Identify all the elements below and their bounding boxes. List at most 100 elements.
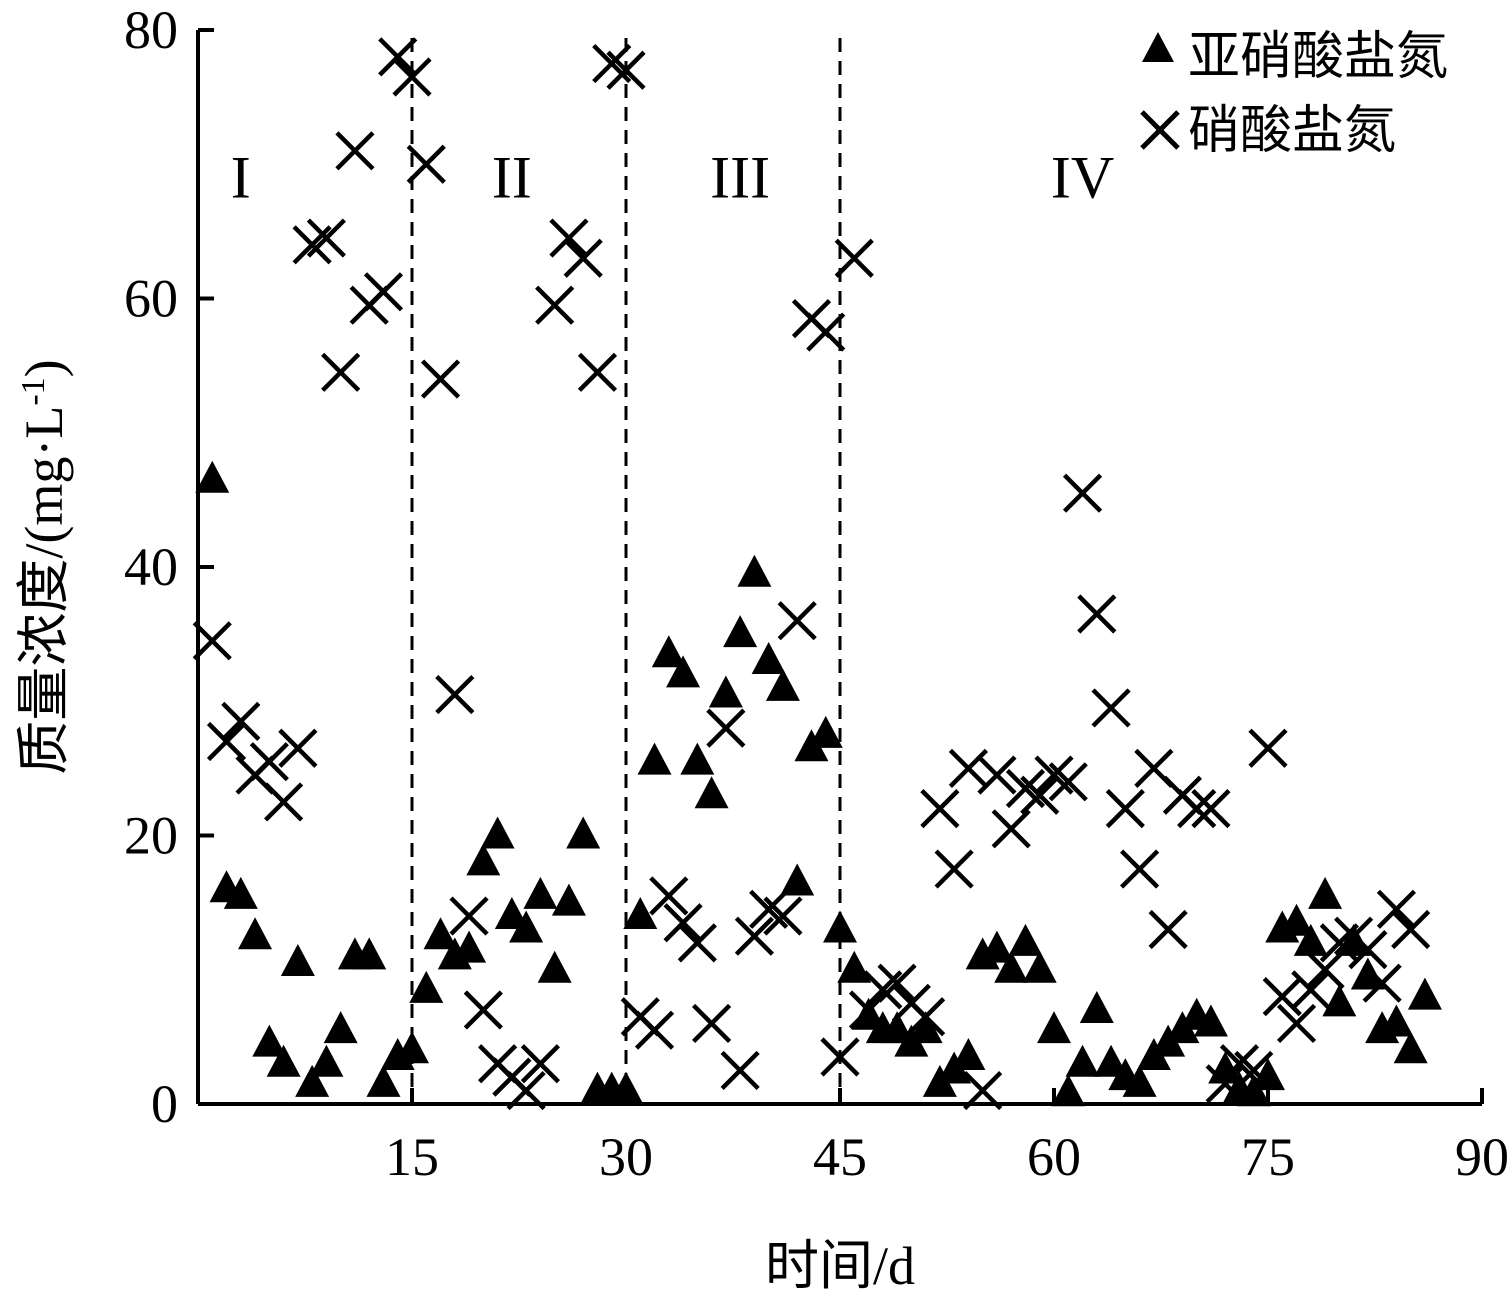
nitrate-point-stroke — [264, 782, 304, 822]
nitrite-point — [1322, 984, 1357, 1017]
nitrate-point-stroke — [1020, 775, 1060, 815]
nitrite-point — [765, 668, 800, 701]
legend: 亚硝酸盐氮 硝酸盐氮 — [1140, 29, 1448, 160]
y-axis-label: 质量浓度/(mg·L-1) — [14, 359, 74, 774]
nitrate-point — [563, 238, 603, 278]
y-axis-label-unit-exponent: -1 — [15, 377, 52, 405]
nitrate-point-stroke — [934, 849, 974, 889]
nitrate-point-stroke — [906, 997, 946, 1037]
nitrate-point — [292, 225, 332, 265]
nitrite-point — [523, 876, 558, 909]
phase-boundaries — [410, 38, 842, 1104]
nitrite-point — [537, 950, 572, 983]
nitrate-point-stroke — [734, 916, 774, 956]
nitrite-point — [295, 1064, 330, 1097]
nitrite-point — [238, 917, 273, 950]
nitrate-point-stroke — [392, 57, 432, 97]
nitrite-point — [680, 742, 715, 775]
x-axis-label: 时间/d — [765, 1236, 915, 1296]
nitrate-point-stroke — [378, 37, 418, 77]
nitrate-point — [706, 708, 746, 748]
nitrate-point-stroke — [706, 708, 746, 748]
nitrate-point-stroke — [335, 131, 375, 171]
nitrate-point-stroke — [1348, 930, 1388, 970]
nitrate-point — [1234, 1050, 1274, 1091]
nitrite-point — [723, 615, 758, 648]
nitrate-point — [520, 1044, 560, 1084]
nitrate-point — [321, 352, 361, 392]
nitrite-point — [880, 1011, 915, 1044]
y-tick-label: 60 — [124, 269, 178, 329]
nitrite-point — [551, 883, 586, 916]
nitrite-point — [1079, 991, 1114, 1024]
nitrate-point — [834, 238, 874, 278]
nitrate-point — [1348, 930, 1388, 970]
nitrate-point-stroke — [1091, 688, 1131, 728]
nitrate-point — [1048, 762, 1088, 802]
nitrate-point-stroke — [649, 876, 689, 916]
nitrite-point — [851, 997, 886, 1030]
nitrate-point-stroke — [1005, 768, 1046, 809]
nitrite-point — [1122, 1064, 1157, 1097]
nitrate-point — [221, 701, 261, 741]
nitrate-point — [763, 896, 803, 936]
nitrite-point — [280, 944, 315, 977]
nitrate-point — [1077, 594, 1117, 634]
nitrate-point — [306, 218, 346, 258]
nitrate-point — [1020, 775, 1060, 815]
nitrate-point — [1148, 909, 1188, 950]
nitrite-point — [1350, 957, 1385, 990]
nitrate-point — [720, 1050, 760, 1091]
nitrite-point — [1022, 950, 1057, 983]
nitrate-point — [1177, 789, 1217, 829]
nitrate-point-stroke — [634, 1010, 675, 1050]
x-tick-label: 15 — [385, 1127, 439, 1187]
nitrate-point-stroke — [1305, 950, 1345, 990]
nitrate-point — [649, 876, 689, 916]
nitrate-point-stroke — [1262, 977, 1302, 1017]
y-tick-label: 40 — [124, 537, 178, 597]
nitrite-point — [1008, 923, 1043, 956]
nitrate-point — [820, 1037, 860, 1077]
y-tick-label: 20 — [124, 806, 178, 866]
nitrate-point — [1362, 963, 1402, 1003]
nitrate-point — [278, 728, 318, 768]
nitrite-point — [466, 843, 501, 876]
nitrate-point-stroke — [449, 896, 489, 936]
nitrite-point — [223, 876, 258, 909]
nitrate-point — [1248, 728, 1288, 768]
nitrate-point-stroke — [406, 144, 446, 184]
nitrate-point-stroke — [1276, 1003, 1317, 1044]
nitrate-point — [1376, 889, 1416, 929]
nitrate-point — [335, 131, 375, 171]
nitrite-point — [623, 897, 658, 930]
nitrite-point — [823, 910, 857, 943]
nitrate-point — [406, 144, 446, 184]
nitrate-point — [1291, 970, 1331, 1010]
nitrate-point — [264, 782, 304, 822]
x-tick-label: 90 — [1455, 1127, 1509, 1187]
nitrate-point-stroke — [663, 903, 703, 943]
nitrate-point-stroke — [463, 990, 503, 1030]
nitrate-point — [1305, 950, 1345, 990]
legend-label-nitrite: 亚硝酸盐氮 — [1188, 29, 1448, 86]
nitrate-point — [1105, 789, 1145, 829]
nitrate-point-stroke — [306, 218, 346, 258]
nitrate-point — [606, 50, 646, 90]
nitrate-point-stroke — [1291, 970, 1331, 1010]
x-tick-label: 30 — [599, 1127, 653, 1187]
nitrite-point — [395, 1031, 429, 1064]
x-tick-label: 75 — [1241, 1127, 1295, 1187]
nitrite-point — [1051, 1074, 1086, 1107]
nitrate-point — [192, 621, 232, 661]
nitrate-point-stroke — [1191, 789, 1231, 829]
nitrite-point — [751, 641, 786, 674]
nitrate-point — [535, 285, 575, 325]
nitrate-point-stroke — [249, 742, 289, 782]
nitrate-point — [920, 789, 960, 829]
nitrite-point — [651, 635, 686, 668]
nitrate-point-stroke — [420, 359, 461, 399]
nitrate-point-stroke — [192, 621, 232, 661]
nitrate-point — [991, 809, 1031, 849]
nitrite-point — [1279, 903, 1314, 936]
